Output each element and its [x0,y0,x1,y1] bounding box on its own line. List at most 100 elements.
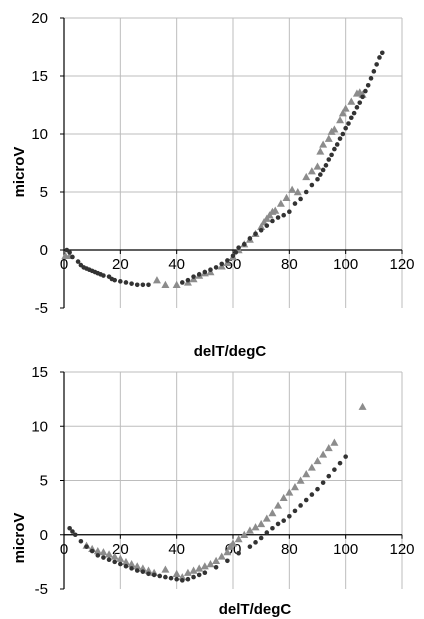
data-point-triangle [288,185,297,193]
data-point-circle [315,486,320,492]
data-point-circle [281,518,287,523]
data-point-circle [270,218,275,224]
data-point-circle [146,282,151,288]
data-point-triangle [127,560,136,568]
data-point-circle [236,245,241,250]
data-point-circle [168,575,174,581]
data-point-circle [287,209,292,215]
data-point-circle [365,82,371,88]
data-point-circle [123,563,129,569]
data-point-circle [357,100,363,105]
data-point-circle [270,525,275,531]
data-point-circle [84,544,89,549]
data-point-triangle [285,488,294,496]
data-point-circle [371,69,377,74]
data-point-circle [334,142,340,147]
data-point-circle [379,50,385,56]
data-point-circle [326,473,332,479]
data-point-circle [323,163,329,168]
data-point-triangle [347,97,356,105]
y-tick-label: 10 [31,418,48,435]
data-point-triangle [319,450,328,458]
data-point-triangle [223,548,232,556]
x-tick-label: 100 [333,541,358,558]
data-point-circle [292,508,298,514]
data-point-circle [89,548,95,554]
data-point-circle [320,167,326,173]
data-point-triangle [161,565,170,573]
data-point-circle [78,538,84,544]
data-point-circle [134,568,140,573]
data-point-triangle [358,402,367,410]
x-tick-label: 80 [281,541,298,558]
data-point-circle [247,236,253,241]
data-point-triangle [133,562,142,570]
data-point-circle [106,557,112,563]
data-point-triangle [282,193,291,201]
data-point-triangle [319,140,328,148]
y-tick-label: -5 [35,300,48,317]
data-point-triangle [290,483,299,491]
x-tick-label: 20 [112,256,129,273]
data-point-circle [140,569,146,574]
data-point-circle [346,121,351,126]
data-point-triangle [152,276,161,284]
data-point-circle [213,565,219,570]
x-tick-label: 120 [389,541,414,558]
data-point-triangle [313,456,322,465]
data-point-circle [75,259,81,264]
y-axis-title: microV [11,147,28,198]
data-point-triangle [229,539,237,547]
data-point-triangle [189,566,198,574]
data-point-circle [140,282,146,288]
data-point-circle [343,454,348,459]
data-point-circle [377,55,382,60]
data-point-triangle [161,280,170,288]
x-tick-label: 40 [168,256,185,273]
data-point-circle [157,573,163,579]
data-point-circle [287,514,292,519]
data-point-circle [180,280,185,285]
data-point-triangle [172,569,181,578]
data-point-circle [230,253,236,259]
data-point-triangle [178,573,187,581]
data-point-triangle [330,438,339,446]
y-tick-label: 5 [40,473,48,490]
data-point-circle [340,131,346,137]
data-point-triangle [336,116,345,124]
data-point-circle [332,467,337,472]
data-point-triangle [274,501,283,509]
data-point-triangle [240,530,249,538]
data-point-circle [332,146,337,152]
data-point-circle [191,574,196,580]
data-point-circle [303,189,309,195]
data-point-triangle [245,526,254,534]
data-point-circle [247,544,253,549]
data-point-triangle [341,104,350,112]
data-point-circle [337,136,343,141]
data-point-circle [253,540,258,545]
data-point-circle [264,530,270,535]
data-point-circle [185,277,191,283]
data-point-triangle [116,554,125,562]
data-point-triangle [324,134,333,142]
data-point-circle [112,559,117,565]
x-tick-label: 120 [389,256,414,273]
data-point-triangle [296,476,305,484]
data-point-circle [129,566,134,571]
data-point-circle [185,576,191,582]
data-point-circle [196,272,202,277]
data-point-triangle [271,206,280,214]
x-tick-label: 80 [281,256,298,273]
data-point-triangle [330,125,339,133]
data-point-triangle [257,222,266,230]
data-point-triangle [293,188,302,196]
data-point-circle [258,227,264,233]
data-point-circle [180,578,185,583]
x-tick-label: 20 [112,541,129,558]
data-point-triangle [262,514,271,522]
data-point-circle [208,267,213,273]
data-point-circle [309,492,315,497]
data-point-triangle [99,548,108,556]
